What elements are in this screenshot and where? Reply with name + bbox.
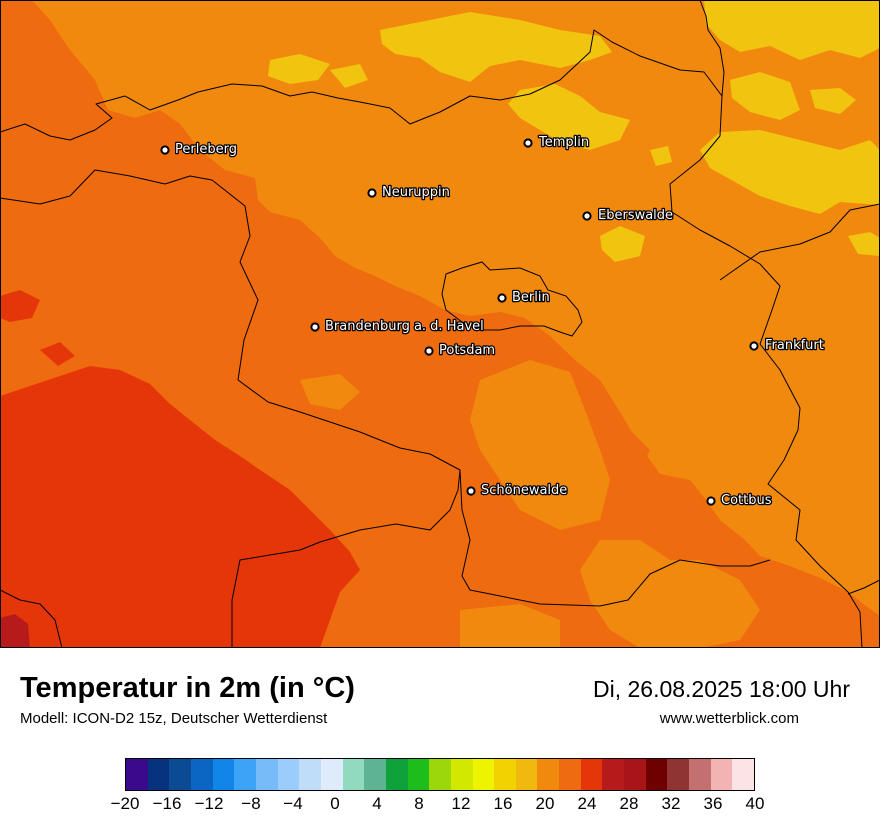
color-scale-segment	[559, 759, 581, 790]
city-label: Neuruppin	[382, 185, 450, 200]
color-scale-tick-label: −20	[110, 794, 140, 813]
color-scale-segment	[234, 759, 256, 790]
color-scale-segment	[277, 759, 300, 790]
color-scale-segment	[732, 759, 755, 790]
color-scale-segment	[624, 759, 646, 790]
state-borders	[0, 0, 880, 648]
color-scale-segment	[407, 759, 430, 790]
city-label: Brandenburg a. d. Havel	[325, 319, 484, 334]
city-label: Templin	[538, 135, 589, 150]
city-label: Berlin	[512, 290, 550, 305]
color-scale-segment	[126, 759, 148, 790]
city-marker	[160, 145, 170, 155]
color-scale-tick-label: 36	[703, 794, 723, 813]
model-info: Modell: ICON-D2 15z, Deutscher Wetterdie…	[20, 710, 328, 727]
temp-areas-16-18	[268, 0, 880, 262]
color-scale-segment	[450, 759, 473, 790]
color-scale-tick-label: 8	[414, 794, 424, 813]
color-scale-segment	[385, 759, 408, 790]
city-marker	[706, 496, 716, 506]
temp-areas-22-24	[0, 290, 360, 648]
color-scale-segment	[689, 759, 711, 790]
city-berlin: Berlin	[497, 289, 551, 306]
city-label: Schönewalde	[481, 483, 567, 498]
map-title: Temperatur in 2m (in °C)	[20, 672, 355, 704]
color-scale-segment	[255, 759, 278, 790]
temperature-map: Perleberg Templin Neuruppin Eberswalde B…	[0, 0, 880, 648]
color-scale-tick-label: 4	[372, 794, 382, 813]
city-marker	[749, 341, 759, 351]
color-scale-tick-label: 28	[619, 794, 639, 813]
color-scale-tick-label: 12	[451, 794, 471, 813]
city-schoenewalde: Schönewalde	[466, 482, 569, 499]
city-marker	[497, 293, 507, 303]
berlin-border	[441, 261, 583, 337]
color-scale-segment	[147, 759, 170, 790]
color-scale	[125, 758, 755, 791]
color-scale-tick-label: −4	[283, 794, 303, 813]
color-scale-segment	[667, 759, 690, 790]
color-scale-segment	[190, 759, 213, 790]
city-marker	[310, 322, 320, 332]
city-eberswalde: Eberswalde	[582, 207, 674, 224]
color-scale-segment	[429, 759, 451, 790]
city-frankfurt: Frankfurt	[749, 337, 825, 354]
city-templin: Templin	[523, 134, 590, 151]
color-scale-segment	[342, 759, 365, 790]
city-marker	[424, 346, 434, 356]
color-scale-segment	[710, 759, 733, 790]
city-perleberg: Perleberg	[160, 141, 238, 158]
city-label: Frankfurt	[765, 338, 824, 353]
color-scale-segment	[364, 759, 386, 790]
color-scale-segment	[494, 759, 516, 790]
color-scale-segment	[472, 759, 495, 790]
color-scale-segment	[602, 759, 625, 790]
website-url: www.wetterblick.com	[659, 710, 799, 727]
color-scale-tick-label: −12	[194, 794, 224, 813]
color-scale-segment	[169, 759, 191, 790]
city-label: Cottbus	[721, 493, 772, 508]
color-scale-segment	[212, 759, 235, 790]
city-neuruppin: Neuruppin	[367, 184, 451, 201]
city-marker	[582, 211, 592, 221]
city-label: Potsdam	[439, 343, 495, 358]
color-scale-tick-label: 32	[661, 794, 681, 813]
color-scale-segment	[645, 759, 668, 790]
city-marker	[367, 188, 377, 198]
color-scale-tick-label: −8	[241, 794, 261, 813]
temp-areas-24-26	[0, 614, 30, 648]
city-potsdam: Potsdam	[424, 342, 496, 359]
city-cottbus: Cottbus	[706, 492, 773, 509]
forecast-datetime: Di, 26.08.2025 18:00 Uhr	[592, 676, 850, 702]
color-scale-segment	[320, 759, 343, 790]
color-scale-tick-label: 40	[745, 794, 765, 813]
color-scale-tick-label: 16	[493, 794, 513, 813]
color-scale-tick-label: −16	[152, 794, 182, 813]
city-marker	[523, 138, 533, 148]
color-scale-segment	[537, 759, 560, 790]
city-label: Perleberg	[175, 142, 237, 157]
temp-areas-18-20-islands	[300, 360, 760, 648]
city-label: Eberswalde	[598, 208, 673, 223]
color-scale-tick-label: 20	[535, 794, 555, 813]
color-scale-tick-label: 0	[330, 794, 340, 813]
color-scale-segment	[299, 759, 321, 790]
color-scale-segment	[515, 759, 538, 790]
color-scale-segment	[580, 759, 603, 790]
city-marker	[466, 486, 476, 496]
color-scale-ticks: −20 −16 −12 −8 −4 0 4 8 12 16 20 24 28 32 36 40	[0, 794, 880, 820]
color-scale-tick-label: 24	[577, 794, 597, 813]
city-brandenburg: Brandenburg a. d. Havel	[310, 318, 485, 335]
